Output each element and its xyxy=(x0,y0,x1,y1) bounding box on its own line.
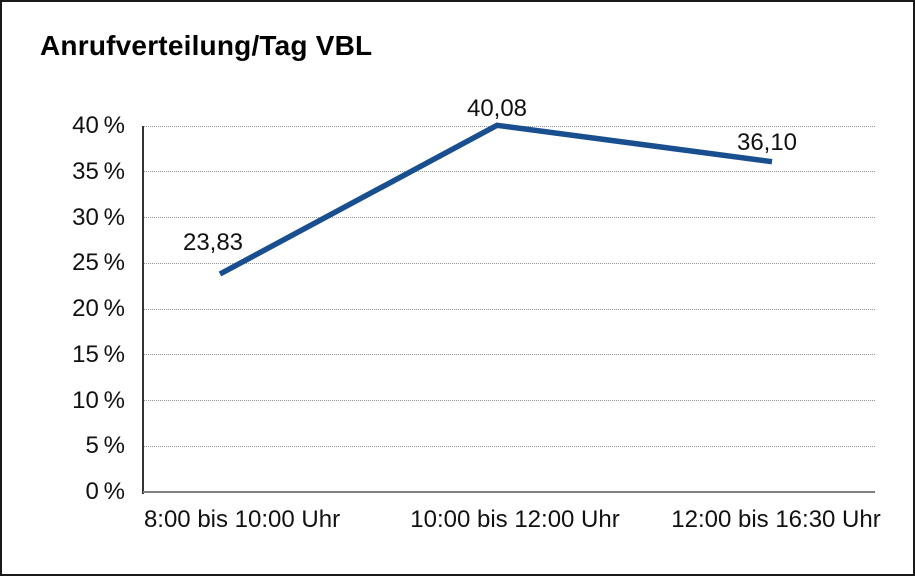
gridline xyxy=(143,445,875,447)
trend-line xyxy=(218,122,773,277)
gridline xyxy=(143,400,875,401)
y-tick-label: 10 % xyxy=(72,386,125,414)
x-tick-label: 10:00 bis 12:00 Uhr xyxy=(410,506,620,533)
data-point-label: 23,83 xyxy=(182,229,244,256)
gridline xyxy=(143,171,875,173)
data-point-label: 40,08 xyxy=(466,95,528,122)
x-tick-label: 8:00 bis 10:00 Uhr xyxy=(143,506,341,533)
y-tick-label: 0 % xyxy=(85,478,126,505)
y-tick-label: 5 % xyxy=(85,432,126,460)
y-tick-label: 25 % xyxy=(72,249,125,277)
y-tick-label: 30 % xyxy=(72,203,125,231)
gridline xyxy=(143,262,875,264)
data-point-label: 36,10 xyxy=(736,129,798,156)
gridline xyxy=(143,217,875,218)
y-tick-label: 15 % xyxy=(72,340,125,368)
y-tick-label: 20 % xyxy=(72,295,125,322)
x-axis-line xyxy=(143,491,875,493)
y-tick-label: 40 % xyxy=(72,112,125,139)
y-axis-line xyxy=(142,126,144,494)
gridline xyxy=(143,354,875,356)
x-tick-label: 12:00 bis 16:30 Uhr xyxy=(671,506,881,533)
chart-title: Anrufverteilung/Tag VBL xyxy=(40,30,373,61)
gridline xyxy=(143,308,875,310)
y-tick-label: 35 % xyxy=(72,157,125,185)
